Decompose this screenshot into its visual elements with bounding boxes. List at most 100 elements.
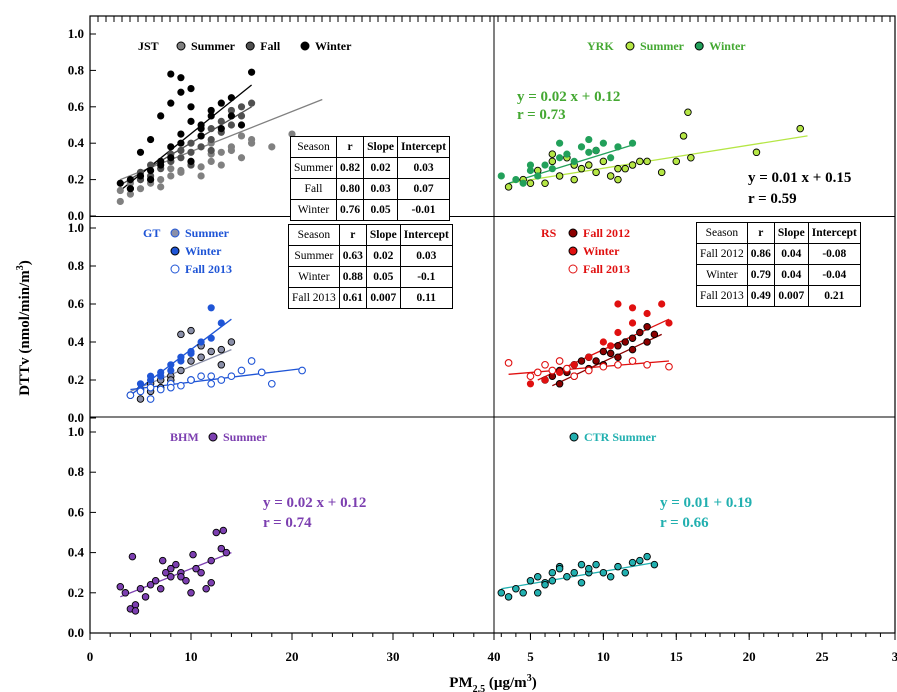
data-point bbox=[167, 154, 175, 162]
data-point bbox=[156, 385, 165, 394]
data-point bbox=[679, 132, 688, 140]
data-point bbox=[167, 143, 175, 151]
data-point bbox=[599, 347, 608, 356]
data-point bbox=[592, 168, 600, 177]
data-point bbox=[207, 146, 215, 155]
y-tick-label: 0.4 bbox=[68, 334, 85, 349]
data-point bbox=[126, 185, 134, 193]
legend-label: Summer bbox=[191, 39, 236, 53]
data-point bbox=[212, 528, 220, 537]
data-point bbox=[187, 357, 195, 365]
data-point bbox=[606, 172, 615, 180]
data-point bbox=[187, 103, 195, 111]
legend-label: Fall 2013 bbox=[583, 262, 630, 276]
data-point bbox=[570, 568, 578, 577]
y-tick-label: 0.6 bbox=[68, 504, 85, 519]
table-cell: 0.82 bbox=[335, 157, 365, 179]
table-header: Intercept bbox=[807, 222, 861, 244]
data-point bbox=[156, 585, 165, 593]
data-point bbox=[533, 572, 542, 581]
data-point bbox=[202, 585, 210, 593]
axes: 0.00.20.40.60.81.00.00.20.40.60.81.00.00… bbox=[68, 15, 897, 664]
data-point bbox=[570, 372, 579, 381]
data-point bbox=[497, 589, 506, 597]
data-point bbox=[796, 124, 804, 133]
data-point bbox=[197, 353, 205, 361]
legend-marker bbox=[694, 41, 704, 51]
data-point bbox=[187, 139, 195, 147]
x-tick-label: 20 bbox=[286, 649, 299, 664]
table-header: r bbox=[746, 222, 775, 244]
data-point bbox=[197, 372, 205, 381]
table-header: Season bbox=[290, 136, 337, 158]
y-tick-label: 0.8 bbox=[68, 62, 85, 77]
table-cell: 0.88 bbox=[338, 266, 367, 288]
data-point bbox=[577, 560, 586, 569]
data-point bbox=[207, 372, 216, 381]
data-point bbox=[157, 183, 165, 191]
data-point bbox=[687, 154, 695, 162]
data-point bbox=[599, 157, 608, 166]
equation-text: r = 0.66 bbox=[660, 515, 709, 531]
data-point bbox=[614, 353, 622, 361]
data-point bbox=[177, 74, 185, 82]
y-tick-label: 1.0 bbox=[68, 424, 84, 439]
data-point bbox=[227, 372, 236, 381]
legend-label: Winter bbox=[315, 39, 352, 53]
table-header: r bbox=[338, 224, 367, 246]
table-header: r bbox=[335, 136, 365, 158]
plot-points bbox=[116, 68, 808, 615]
data-point bbox=[628, 558, 637, 567]
table-cell: 0.03 bbox=[396, 157, 451, 179]
table-cell: Fall 2012 bbox=[696, 243, 748, 265]
data-point bbox=[548, 165, 556, 173]
equation-text: r = 0.59 bbox=[748, 191, 797, 207]
data-point bbox=[182, 576, 190, 585]
data-point bbox=[126, 176, 134, 184]
table-cell: 0.61 bbox=[338, 287, 367, 309]
table-cell: Fall 2013 bbox=[696, 285, 748, 307]
data-point bbox=[237, 121, 246, 129]
data-point bbox=[628, 161, 637, 169]
data-point bbox=[584, 366, 593, 375]
data-point bbox=[248, 139, 256, 147]
data-point bbox=[607, 154, 615, 162]
data-point bbox=[177, 154, 185, 162]
data-point bbox=[548, 366, 557, 375]
data-point bbox=[187, 326, 195, 335]
data-point bbox=[512, 585, 520, 593]
data-point bbox=[217, 161, 225, 169]
data-point bbox=[141, 593, 150, 601]
panel-ctr bbox=[497, 552, 659, 601]
data-point bbox=[614, 143, 622, 151]
legend-label: Fall bbox=[260, 39, 281, 53]
table-cell: 0.07 bbox=[396, 178, 451, 200]
legend-label: Winter bbox=[583, 244, 620, 258]
legend-marker bbox=[300, 41, 310, 51]
stats-table-jst: Season r Slope Intercept Summer 0.82 0.02 0.03 F… bbox=[290, 136, 451, 221]
data-point bbox=[541, 581, 549, 589]
data-point bbox=[217, 117, 225, 125]
data-point bbox=[116, 197, 124, 206]
data-point bbox=[548, 150, 557, 158]
data-point bbox=[177, 139, 185, 147]
table-header: Intercept bbox=[399, 224, 453, 246]
x-tick-label: 10 bbox=[185, 649, 198, 664]
data-point bbox=[219, 526, 228, 535]
plot-frame bbox=[89, 15, 896, 634]
data-point bbox=[665, 319, 673, 327]
data-point bbox=[628, 357, 637, 365]
table-header: Slope bbox=[363, 136, 398, 158]
data-point bbox=[614, 300, 622, 308]
legend-marker bbox=[170, 264, 180, 274]
x-axis-title: PM2.5 (µg/m3) bbox=[449, 673, 536, 692]
data-point bbox=[136, 148, 145, 156]
data-point bbox=[504, 593, 513, 601]
table-cell: 0.63 bbox=[338, 245, 367, 267]
y-tick-label: 0.2 bbox=[68, 172, 84, 187]
data-point bbox=[519, 589, 527, 597]
data-point bbox=[227, 121, 235, 129]
data-point bbox=[157, 368, 165, 377]
data-point bbox=[207, 135, 215, 144]
x-tick-label: 10 bbox=[597, 649, 610, 664]
